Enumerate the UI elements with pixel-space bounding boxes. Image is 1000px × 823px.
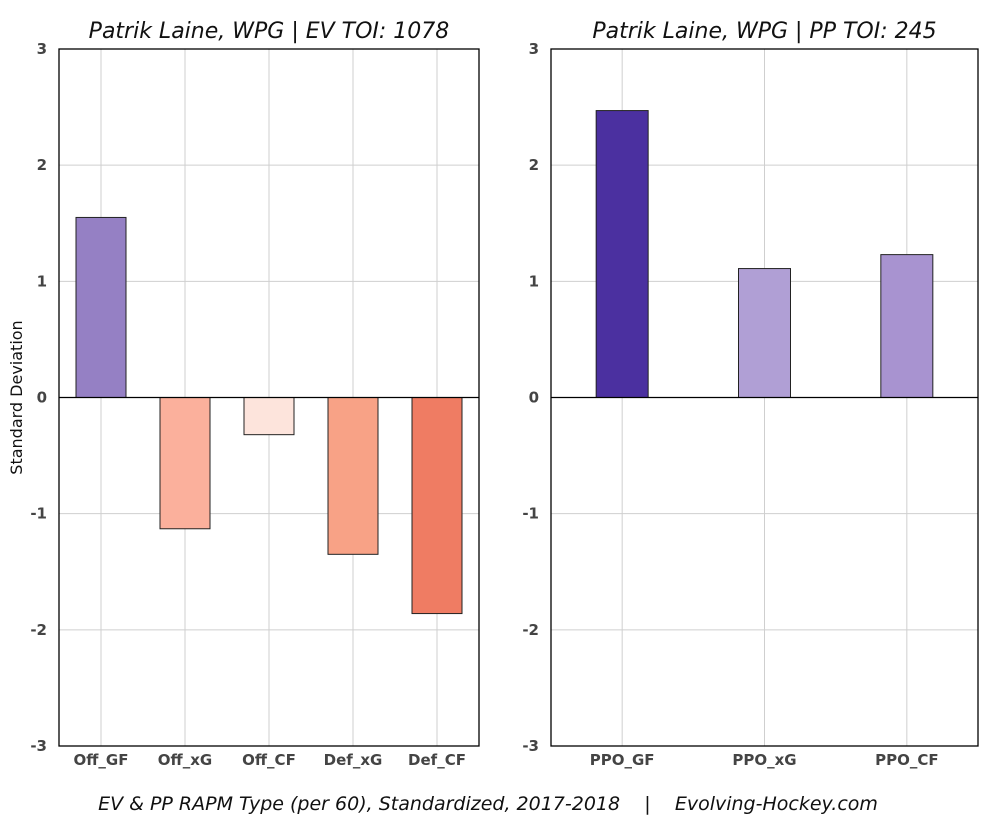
ev-x-tick-label: Def_CF (408, 751, 466, 769)
ev-y-tick-label: -1 (30, 505, 47, 523)
pp-y-tick-label: -3 (522, 737, 539, 755)
ev-y-tick-label: 1 (37, 272, 47, 290)
ev-y-tick-label: -2 (30, 621, 47, 639)
pp-x-tick-label: PPO_CF (875, 751, 939, 769)
ev-y-tick-label: 0 (37, 389, 47, 407)
pp-bar-ppo-cf (880, 254, 934, 398)
pp-y-tick-label: -1 (522, 505, 539, 523)
pp-y-tick-label: 3 (529, 40, 539, 58)
ev-bar-def-xg (327, 397, 379, 555)
ev-x-tick-label: Def_xG (324, 751, 383, 769)
pp-y-tick-label: 1 (529, 272, 539, 290)
pp-y-tick-label: 0 (529, 389, 539, 407)
ev-y-tick-label: -3 (30, 737, 47, 755)
ev-panel-title: Patrik Laine, WPG | EV TOI: 1078 (89, 19, 450, 44)
ev-y-tick-label: 3 (37, 40, 47, 58)
ev-bar-off-gf (75, 216, 127, 398)
pp-y-tick-label: -2 (522, 621, 539, 639)
ev-y-tick-label: 2 (37, 156, 47, 174)
pp-bar-ppo-gf (595, 110, 649, 399)
pp-plot-frame (550, 48, 979, 747)
ev-plot-frame (58, 48, 480, 747)
ev-bar-off-xg (159, 397, 211, 530)
ev-bar-off-cf (243, 397, 295, 436)
ev-x-tick-label: Off_GF (74, 751, 129, 769)
pp-panel-title: Patrik Laine, WPG | PP TOI: 245 (592, 19, 936, 44)
ev-x-tick-label: Off_CF (242, 751, 296, 769)
pp-y-tick-label: 2 (529, 156, 539, 174)
pp-panel: 3 2 1 0 -1 -2 -3 PPO_GF PPO_xG PPO_CF Patrik Laine… (522, 19, 979, 769)
ev-y-axis-title: Standard Deviation (7, 320, 26, 474)
pp-bar-ppo-xg (738, 268, 791, 398)
ev-panel: 3 2 1 0 -1 -2 -3 Off_GF Off_xG Off_CF Def_xG Def_CF… (7, 19, 480, 769)
pp-x-tick-label: PPO_GF (590, 751, 655, 769)
pp-x-tick-label: PPO_xG (732, 751, 796, 769)
ev-bar-def-cf (411, 397, 463, 615)
ev-x-tick-label: Off_xG (158, 751, 212, 769)
footer-caption: EV & PP RAPM Type (per 60), Standardized… (98, 793, 878, 815)
